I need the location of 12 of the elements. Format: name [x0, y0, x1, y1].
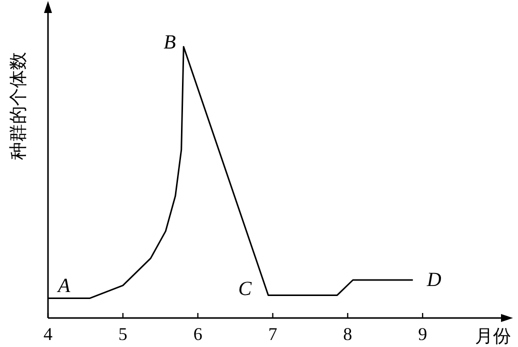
annotation: A — [56, 275, 71, 298]
x-tick-label: 8 — [343, 324, 352, 344]
x-tick-label: 5 — [118, 324, 128, 344]
annotation: B — [164, 32, 176, 54]
annotation: D — [426, 269, 442, 292]
x-tick-label: 4 — [44, 324, 52, 344]
x-tick-label: 7 — [268, 324, 278, 344]
y-axis-title: 种群的个体数 — [8, 52, 28, 160]
x-tick-label: 9 — [418, 324, 428, 344]
x-tick-label: 6 — [193, 324, 202, 344]
x-axis-title: 月份 — [475, 326, 511, 346]
annotation: C — [238, 278, 252, 300]
